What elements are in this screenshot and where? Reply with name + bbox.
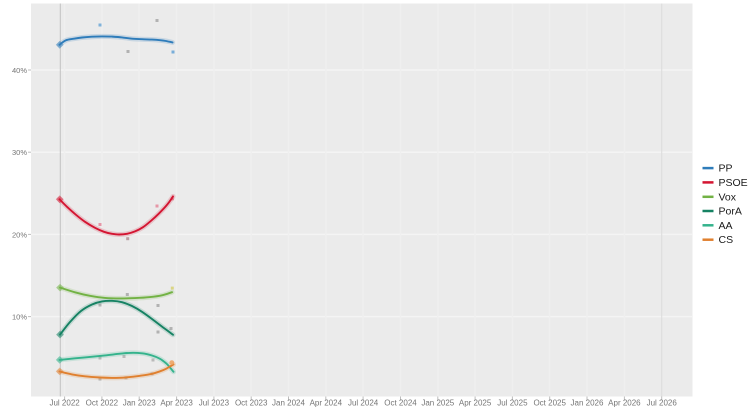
- svg-text:Oct 2022: Oct 2022: [86, 399, 119, 408]
- svg-text:Oct 2025: Oct 2025: [533, 399, 566, 408]
- svg-text:Jan 2025: Jan 2025: [421, 399, 454, 408]
- svg-text:Jul 2024: Jul 2024: [348, 399, 379, 408]
- svg-text:40%: 40%: [12, 66, 27, 75]
- svg-text:Apr 2025: Apr 2025: [459, 399, 492, 408]
- svg-text:Apr 2024: Apr 2024: [310, 399, 343, 408]
- svg-text:Apr 2023: Apr 2023: [160, 399, 193, 408]
- svg-text:10%: 10%: [12, 313, 27, 322]
- svg-text:Apr 2026: Apr 2026: [608, 399, 641, 408]
- svg-text:Jul 2023: Jul 2023: [199, 399, 230, 408]
- svg-text:AA: AA: [719, 220, 733, 232]
- svg-text:30%: 30%: [12, 148, 27, 157]
- svg-text:Jul 2026: Jul 2026: [647, 399, 678, 408]
- svg-text:Oct 2024: Oct 2024: [384, 399, 417, 408]
- svg-text:Jan 2026: Jan 2026: [571, 399, 604, 408]
- svg-text:Jan 2023: Jan 2023: [123, 399, 156, 408]
- svg-text:Oct 2023: Oct 2023: [235, 399, 268, 408]
- svg-text:Jan 2024: Jan 2024: [272, 399, 305, 408]
- svg-text:Jul 2025: Jul 2025: [497, 399, 528, 408]
- svg-text:20%: 20%: [12, 230, 27, 239]
- svg-text:PSOE: PSOE: [719, 177, 748, 189]
- svg-text:CS: CS: [719, 234, 734, 246]
- svg-text:PP: PP: [719, 163, 733, 175]
- svg-text:Vox: Vox: [719, 191, 737, 203]
- svg-text:PorA: PorA: [719, 206, 742, 218]
- svg-text:Jul 2022: Jul 2022: [49, 399, 80, 408]
